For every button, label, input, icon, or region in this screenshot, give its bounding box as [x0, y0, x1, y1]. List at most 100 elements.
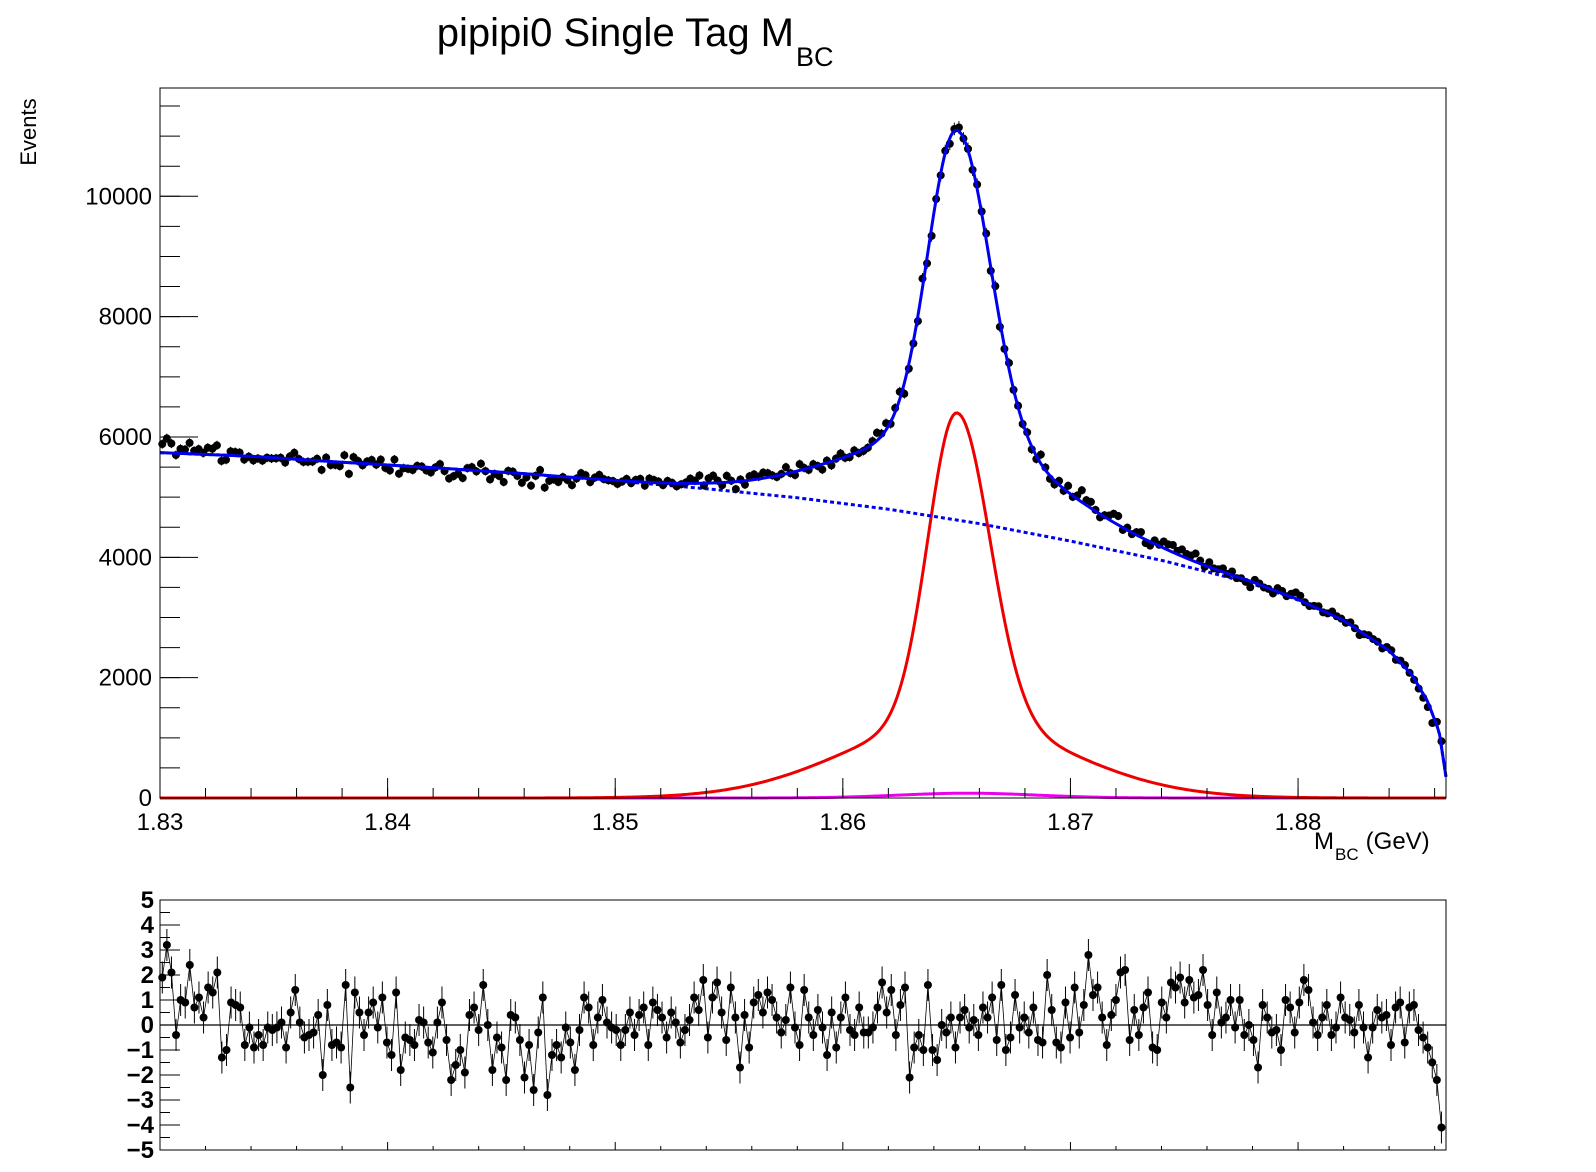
data-point: [781, 463, 790, 472]
pull-point: [1171, 983, 1180, 992]
data-point: [486, 475, 495, 484]
pull-point: [1024, 1028, 1033, 1037]
background-curve: [159, 451, 1448, 778]
pull-point: [222, 1046, 231, 1054]
data-point: [1077, 486, 1086, 495]
x-tick-label: 1.86: [819, 809, 866, 836]
pull-point: [653, 1006, 662, 1014]
pull-point: [589, 1041, 598, 1049]
pull-point: [382, 1038, 391, 1047]
pull-point: [277, 1018, 286, 1027]
pull-point: [969, 1016, 978, 1024]
pull-point: [644, 1041, 653, 1049]
pull-point: [1309, 1018, 1318, 1027]
pull-point: [286, 1008, 295, 1017]
pull-point: [282, 1043, 291, 1052]
pull-point: [1093, 983, 1102, 992]
pull-point: [474, 1026, 483, 1034]
data-point: [335, 462, 344, 471]
pull-point: [1111, 996, 1120, 1004]
y-tick-label: 2000: [99, 665, 152, 692]
pull-point: [1176, 973, 1185, 982]
pull-point: [488, 1066, 497, 1074]
pull-point: [713, 978, 722, 987]
pull-point: [1396, 998, 1405, 1007]
pull-point: [781, 1016, 790, 1024]
pull-point: [896, 1001, 905, 1009]
pull-point: [887, 986, 896, 994]
pull-y-tick-label: 5: [141, 887, 154, 914]
pull-point: [1047, 1006, 1056, 1014]
x-axis-label-main: M: [1314, 828, 1334, 855]
pull-point: [1331, 1023, 1340, 1032]
pull-point: [662, 1033, 671, 1042]
x-tick-label: 1.84: [364, 809, 411, 836]
pull-point: [1235, 996, 1244, 1004]
pull-point: [1437, 1123, 1446, 1132]
data-point: [344, 469, 353, 478]
pull-point: [1368, 1023, 1377, 1032]
pull-point: [529, 1086, 538, 1094]
pull-point: [708, 993, 717, 1002]
pull-point: [625, 1008, 634, 1017]
pull-point: [213, 968, 222, 977]
data-point: [1114, 512, 1123, 521]
y-tick-label: 10000: [85, 183, 152, 210]
pull-point: [763, 988, 772, 997]
pull-point: [355, 1008, 364, 1017]
pull-point: [1015, 1023, 1024, 1032]
pull-point: [442, 1036, 451, 1044]
data-point: [540, 483, 549, 492]
pull-point: [1102, 1041, 1111, 1049]
pull-point: [1254, 1063, 1263, 1072]
pull-y-tick-label: −1: [127, 1037, 154, 1064]
pull-point: [1185, 976, 1194, 984]
pull-point: [1212, 988, 1221, 997]
pull-point: [337, 1043, 346, 1052]
pull-point: [658, 1013, 667, 1022]
pull-point: [323, 1001, 332, 1009]
data-point: [567, 481, 576, 490]
pull-y-tick-label: −2: [127, 1062, 154, 1089]
pull-point: [1070, 983, 1079, 992]
pull-point: [1304, 986, 1313, 994]
pull-point: [341, 981, 350, 989]
y-tick-label: 4000: [99, 544, 152, 571]
pull-point: [419, 1018, 428, 1027]
pull-point: [997, 981, 1006, 989]
pull-point: [1240, 1031, 1249, 1039]
pull-point: [1263, 1013, 1272, 1022]
pull-point: [836, 1013, 845, 1022]
pull-point: [878, 978, 887, 987]
pull-point: [1098, 1013, 1107, 1022]
pull-point: [1386, 1041, 1395, 1049]
pull-point: [914, 1031, 923, 1039]
pull-point: [786, 983, 795, 992]
pull-point: [1208, 1031, 1217, 1039]
x-tick-label: 1.85: [592, 809, 639, 836]
pull-point: [483, 1021, 492, 1029]
pull-point: [1409, 1001, 1418, 1009]
pull-point: [1121, 966, 1130, 974]
pull-point: [1139, 1003, 1148, 1012]
pull-point: [392, 988, 401, 997]
pull-point: [1382, 1011, 1391, 1019]
pull-y-tick-label: 2: [141, 962, 154, 989]
pull-point: [1066, 1033, 1075, 1042]
pull-point: [667, 1008, 676, 1017]
pull-point: [910, 1043, 919, 1052]
data-point: [317, 465, 326, 474]
data-point: [818, 465, 827, 474]
pull-point: [460, 1068, 469, 1077]
pull-point: [1318, 1013, 1327, 1022]
data-point: [536, 466, 545, 475]
pull-point: [249, 1043, 258, 1052]
pull-point: [639, 1003, 648, 1012]
data-point: [435, 460, 444, 469]
pull-point: [621, 1026, 630, 1034]
pull-point: [1276, 1046, 1285, 1054]
pull-point: [1414, 1026, 1423, 1034]
pull-point: [809, 1031, 818, 1039]
pull-point: [598, 996, 607, 1004]
y-axis-label: Events: [16, 98, 41, 165]
